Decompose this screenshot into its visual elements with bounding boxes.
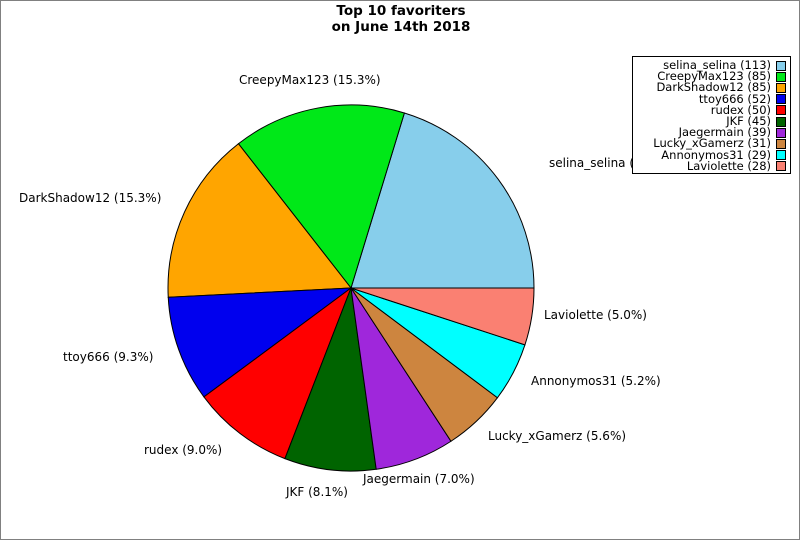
pie-slice-label: JKF (8.1%) <box>286 485 348 499</box>
pie-slice-label: CreepyMax123 (15.3%) <box>239 73 381 87</box>
legend-item[interactable]: Laviolette (28) <box>636 158 786 173</box>
legend-item-label: selina_selina (113) <box>663 58 771 72</box>
legend-item[interactable]: ttoy666 (52) <box>636 91 786 106</box>
legend-item[interactable]: DarkShadow12 (85) <box>636 82 786 93</box>
pie-slice-label: Laviolette (5.0%) <box>544 308 647 322</box>
legend-color-swatch <box>776 150 786 161</box>
legend-item-label: DarkShadow12 (85) <box>656 80 771 95</box>
chart-title: Top 10 favoriters on June 14th 2018 <box>1 3 799 35</box>
pie-slice-label: ttoy666 (9.3%) <box>63 350 154 364</box>
pie-slice[interactable] <box>203 286 353 460</box>
legend-item-label: Jaegermain (39) <box>678 125 771 140</box>
legend-item-label: Lucky_xGamerz (31) <box>653 136 771 151</box>
pie-slice[interactable] <box>350 287 535 346</box>
legend-item[interactable]: rudex (50) <box>636 102 786 117</box>
pie-slice-label: Annonymos31 (5.2%) <box>531 374 661 388</box>
legend-item-label: Laviolette (28) <box>686 158 771 173</box>
legend-color-swatch <box>776 127 786 138</box>
legend-color-swatch <box>776 60 786 71</box>
pie-slice[interactable] <box>350 112 535 289</box>
pie-slice-label: rudex (9.0%) <box>144 443 223 457</box>
pie-slice-group <box>167 104 535 472</box>
chart-title-line-2: on June 14th 2018 <box>331 19 471 35</box>
legend-item-label: ttoy666 (52) <box>698 91 771 106</box>
legend-item-label: JKF (45) <box>726 113 771 128</box>
pie-slice[interactable] <box>167 287 353 398</box>
legend-color-swatch <box>776 82 786 93</box>
legend-item-label: rudex (50) <box>710 102 771 117</box>
chart-legend: selina_selina (113) CreepyMax123 (85) Dark… <box>632 56 791 174</box>
pie-slice[interactable] <box>167 143 352 298</box>
legend-item[interactable]: Annonymos31 (29) <box>636 147 786 162</box>
legend-item[interactable]: JKF (45) <box>636 113 786 128</box>
legend-color-swatch <box>776 94 786 105</box>
legend-item[interactable]: selina_selina (113) <box>636 58 786 72</box>
legend-item-label: CreepyMax123 (85) <box>657 69 771 84</box>
legend-item[interactable]: Jaegermain (39) <box>636 125 786 140</box>
pie-slice-label: Jaegermain (7.0%) <box>363 472 475 486</box>
legend-item[interactable]: CreepyMax123 (85) <box>636 69 786 84</box>
legend-item[interactable]: Lucky_xGamerz (31) <box>636 136 786 151</box>
legend-color-swatch <box>776 138 786 149</box>
pie-slice-label: DarkShadow12 (15.3%) <box>19 191 162 205</box>
pie-slice[interactable] <box>237 104 406 290</box>
legend-color-swatch <box>776 116 786 127</box>
chart-title-line-1: Top 10 favoriters <box>336 3 466 19</box>
legend-color-swatch <box>776 105 786 116</box>
legend-color-swatch <box>776 71 786 82</box>
pie-slice-label: Lucky_xGamerz (5.6%) <box>488 429 627 443</box>
legend-color-swatch <box>776 161 786 172</box>
legend-item-label: Annonymos31 (29) <box>661 147 771 162</box>
pie-slice[interactable] <box>284 286 377 472</box>
